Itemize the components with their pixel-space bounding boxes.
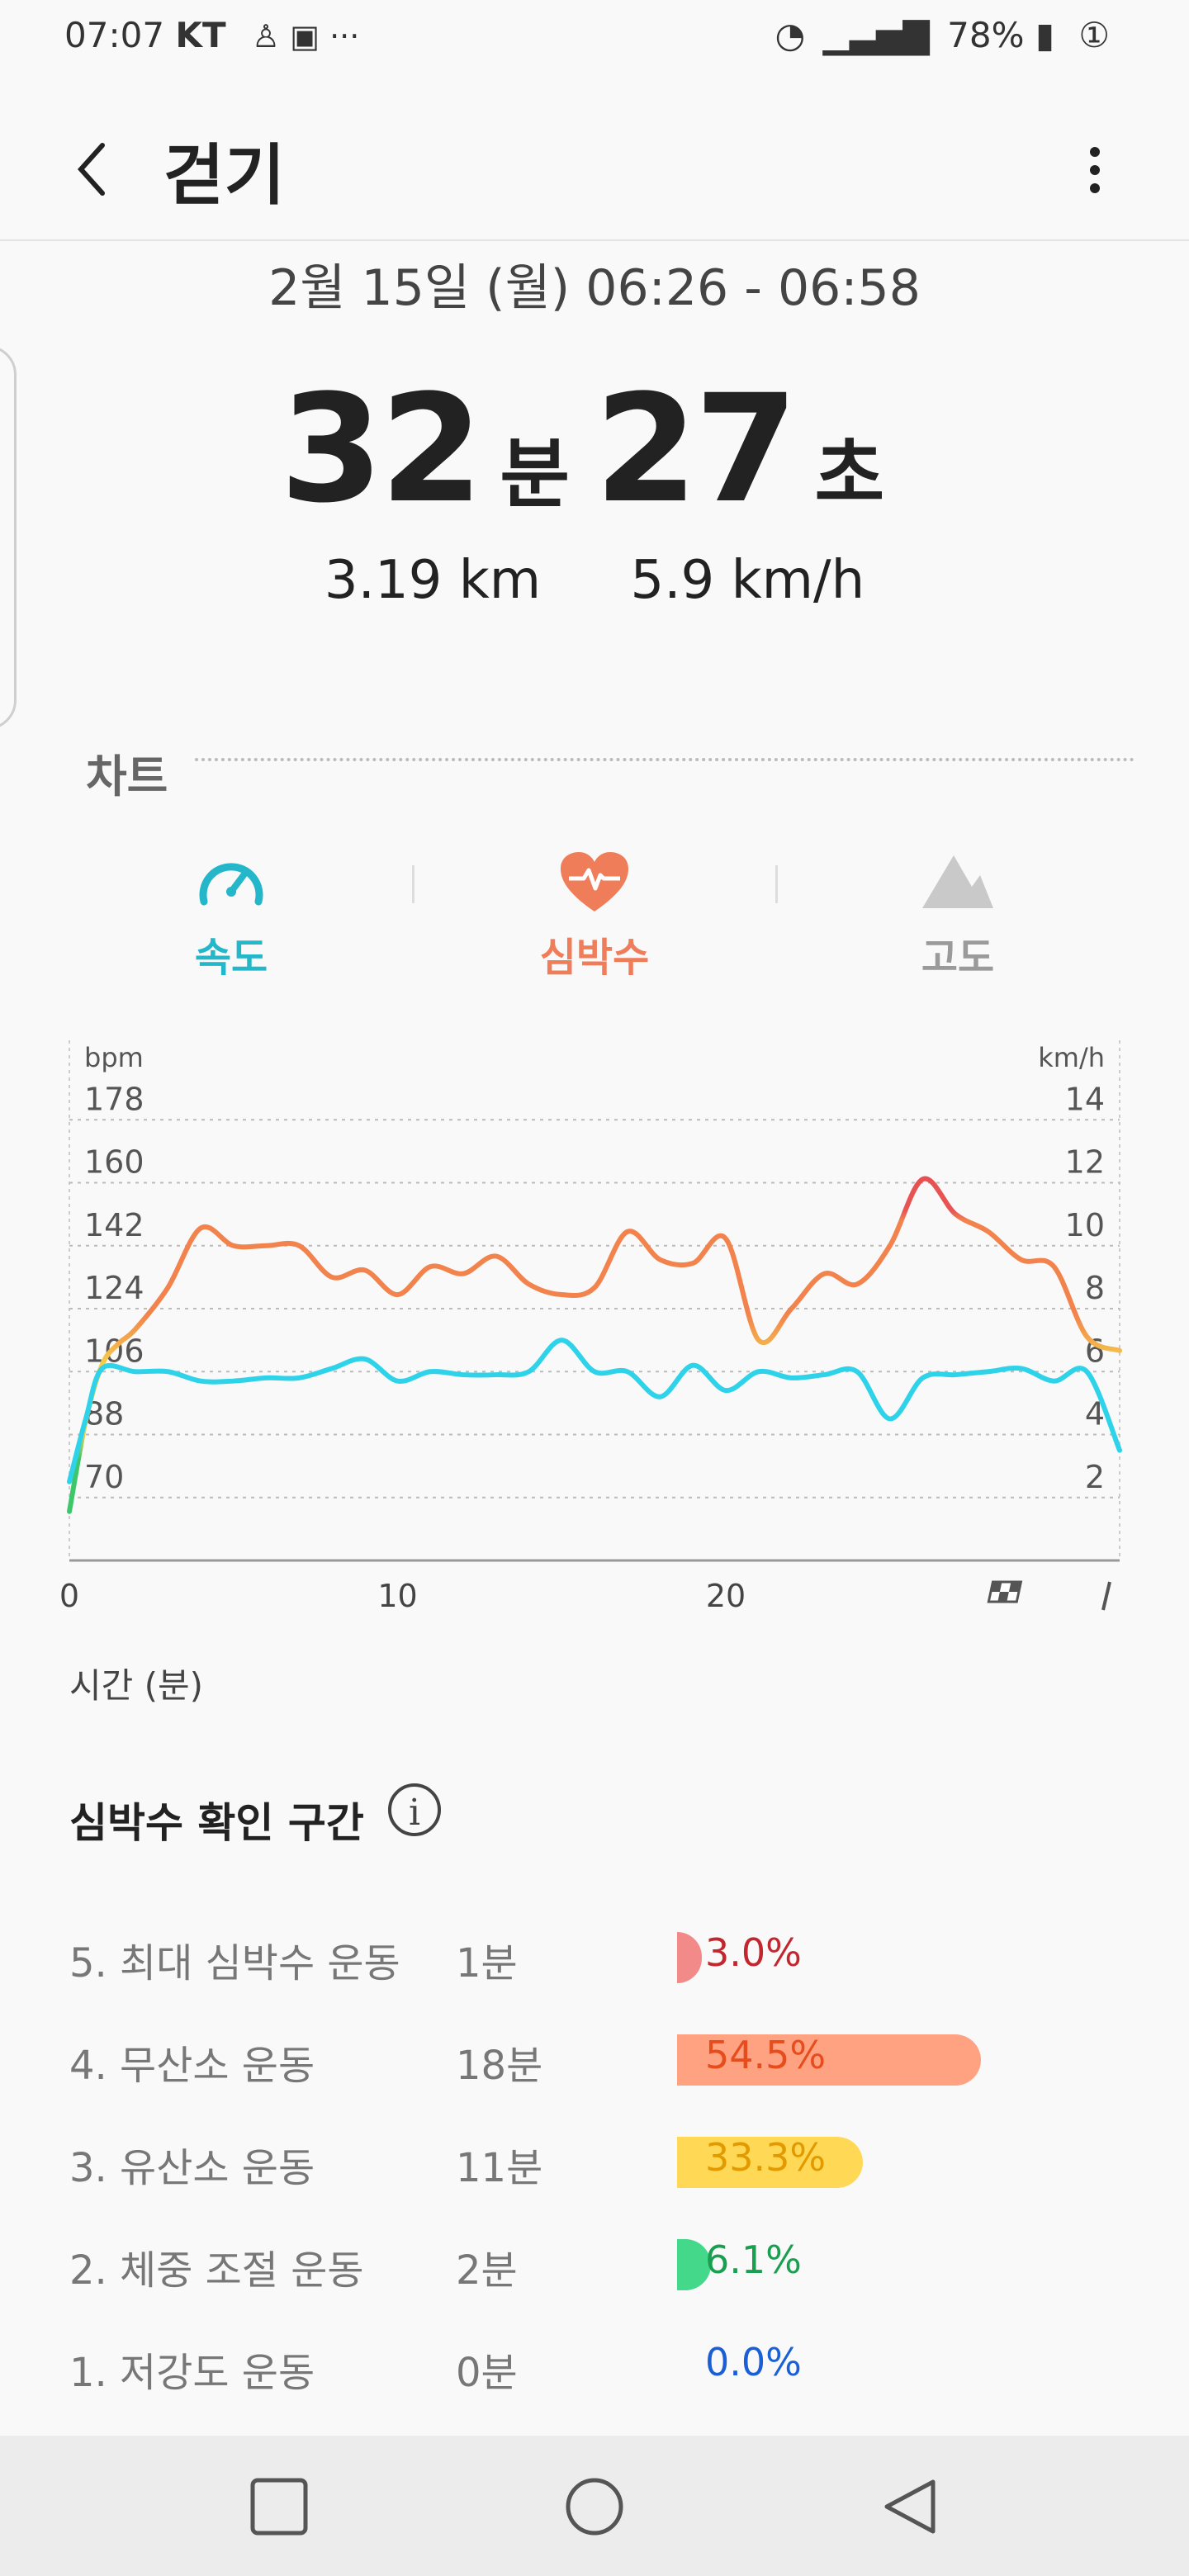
navigation-bar: [0, 2436, 1189, 2576]
speed-value: 5.9 km/h: [630, 550, 865, 611]
chart-section-title: 차트: [86, 751, 168, 803]
heart-pulse-icon: [561, 852, 628, 912]
side-panel-handle[interactable]: [0, 345, 17, 730]
zone-percent: 6.1%: [705, 2237, 802, 2282]
y-left-tick: 142: [84, 1207, 144, 1243]
zone-bar: [677, 2137, 863, 2188]
zone-percent: 3.0%: [705, 1930, 802, 1975]
notification-icons: ♙ ▣ ···: [251, 18, 360, 54]
zone-section-title: 심박수 확인 구간: [69, 1799, 364, 1847]
tab-speed-label: 속도: [194, 935, 268, 981]
tab-heart-rate[interactable]: 심박수: [471, 850, 718, 983]
zone-percent: 54.5%: [705, 2033, 827, 2077]
battery-icon: ▮: [1035, 15, 1054, 55]
zone-time: 0분: [456, 2350, 518, 2396]
y-left-tick: 70: [84, 1459, 124, 1495]
app-bar: 걷기: [0, 99, 1189, 241]
y-right-tick: 2: [1085, 1459, 1105, 1495]
zone-name: 3. 유산소 운동: [69, 2145, 315, 2191]
tab-altitude[interactable]: 고도: [834, 850, 1082, 983]
more-options-icon[interactable]: [1078, 132, 1111, 206]
x-axis-label: 시간 (분): [69, 1665, 204, 1706]
duration-minutes: 32: [279, 363, 483, 536]
x-tick: 0: [59, 1578, 79, 1614]
battery-percent: 78%: [947, 15, 1025, 55]
y-left-tick: 124: [84, 1270, 144, 1306]
y-left-tick: 178: [84, 1081, 144, 1117]
zone-percent: 33.3%: [705, 2135, 827, 2180]
zone-time: 18분: [456, 2043, 543, 2089]
workout-stats: 3.19 km 5.9 km/h: [0, 550, 1189, 611]
tab-speed[interactable]: 속도: [107, 850, 355, 983]
zone-time: 1분: [456, 1940, 518, 1986]
zone-percent: 0.0%: [705, 2340, 802, 2384]
y-right-tick: 12: [1065, 1144, 1105, 1181]
home-button[interactable]: [565, 2477, 624, 2536]
tab-divider: [775, 865, 778, 903]
duration-seconds: 27: [594, 363, 798, 536]
back-arrow-icon[interactable]: [71, 132, 112, 206]
status-time: 07:07 KT ♙ ▣ ···: [64, 15, 360, 55]
wifi-icon: ◔: [775, 15, 806, 55]
notice-badge: ①: [1078, 15, 1110, 55]
y-left-unit: bpm: [84, 1042, 144, 1073]
zone-name: 1. 저강도 운동: [69, 2350, 315, 2396]
flag-check: [1008, 1582, 1021, 1592]
y-right-tick: 14: [1065, 1081, 1105, 1117]
mountain-icon: [922, 855, 993, 908]
zone-row: 3. 유산소 운동 11분 33.3%: [0, 2120, 1189, 2195]
duration-seconds-unit: 초: [814, 430, 885, 519]
zone-bar: [677, 2034, 981, 2086]
heart-rate-line: [67, 1176, 1122, 1514]
zone-time: 11분: [456, 2145, 543, 2191]
zone-row: 2. 체중 조절 운동 2분 6.1%: [0, 2223, 1189, 2297]
page-title: 걷기: [163, 137, 286, 214]
info-icon[interactable]: i: [388, 1783, 441, 1836]
zone-bar: [677, 1932, 702, 1983]
back-button[interactable]: [880, 2477, 940, 2536]
y-right-tick: 8: [1085, 1270, 1105, 1306]
duration-minutes-unit: 분: [500, 430, 570, 519]
y-right-unit: km/h: [1038, 1042, 1105, 1073]
chart-grid: [69, 1040, 1120, 1562]
tab-divider: [412, 865, 414, 903]
section-divider: [195, 758, 1135, 761]
y-right-tick: 10: [1065, 1207, 1105, 1243]
finish-flag-icon: [987, 1580, 1111, 1611]
distance-value: 3.19 km: [324, 550, 542, 611]
status-bar: 07:07 KT ♙ ▣ ··· ◔ ▁▃▅▇ 78% ▮ ①: [0, 0, 1189, 83]
speedometer-icon: [199, 863, 263, 906]
flag-pole: [1101, 1581, 1111, 1611]
zone-row: 1. 저강도 운동 0분 0.0%: [0, 2325, 1189, 2399]
x-tick: 20: [706, 1578, 746, 1614]
status-right: ◔ ▁▃▅▇ 78% ▮ ①: [775, 15, 1110, 55]
x-tick: 10: [377, 1578, 417, 1614]
workout-duration: 32 분 27 초: [0, 363, 1189, 536]
speed-line: [67, 1338, 1122, 1485]
zone-name: 4. 무산소 운동: [69, 2043, 315, 2089]
recents-button[interactable]: [249, 2477, 309, 2536]
zone-time: 2분: [456, 2247, 518, 2294]
zone-row: 5. 최대 심박수 운동 1분 3.0%: [0, 1915, 1189, 1990]
workout-date: 2월 15일 (월) 06:26 - 06:58: [268, 259, 921, 317]
zone-row: 4. 무산소 운동 18분 54.5%: [0, 2018, 1189, 2092]
tab-altitude-label: 고도: [921, 935, 995, 981]
tab-heart-rate-label: 심박수: [539, 935, 650, 981]
flag-check: [990, 1582, 1002, 1592]
zone-name: 2. 체중 조절 운동: [69, 2247, 364, 2294]
signal-icon: ▁▃▅▇: [822, 15, 930, 55]
zone-name: 5. 최대 심박수 운동: [69, 1940, 400, 1986]
y-left-tick: 160: [84, 1144, 144, 1181]
flag-check: [997, 1592, 1009, 1602]
